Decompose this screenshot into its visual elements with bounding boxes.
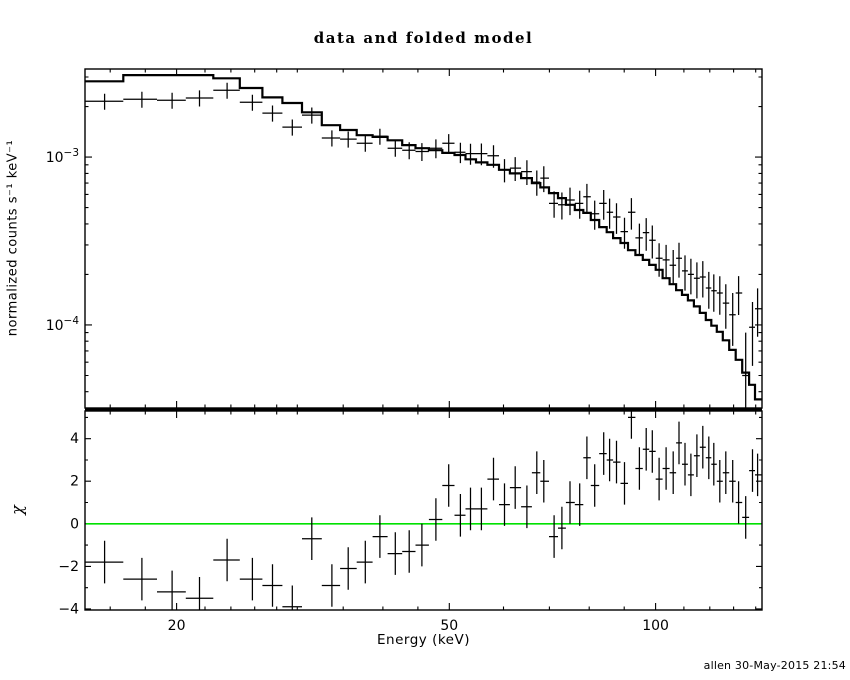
x-axis-label-energy: Energy (keV)	[377, 632, 470, 648]
data-points	[85, 82, 762, 408]
y-tick-label: 2	[70, 474, 79, 490]
y-tick-label: 0	[70, 516, 79, 532]
y-axis-label-counts: normalized counts s⁻¹ keV⁻¹	[5, 139, 21, 337]
model-histogram	[85, 74, 762, 401]
y-tick-label: 4	[70, 431, 79, 447]
y-tick-label: −2	[58, 559, 79, 575]
chart-title: data and folded model	[313, 29, 534, 47]
y-axis-label-chi: χ	[7, 505, 27, 515]
residual-points	[85, 411, 762, 610]
y-tick-label: 10−4	[46, 315, 80, 334]
y-tick-label: 10−3	[46, 147, 79, 166]
credit-timestamp: allen 30-May-2015 21:54	[703, 659, 846, 672]
top-panel-frame	[84, 68, 763, 409]
x-tick-label: 20	[168, 618, 186, 634]
x-tick-label: 100	[642, 618, 669, 634]
axis-ticks	[85, 69, 762, 610]
y-tick-label: −4	[58, 601, 79, 617]
x-tick-label: 50	[440, 618, 458, 634]
bottom-panel-frame	[84, 410, 763, 611]
